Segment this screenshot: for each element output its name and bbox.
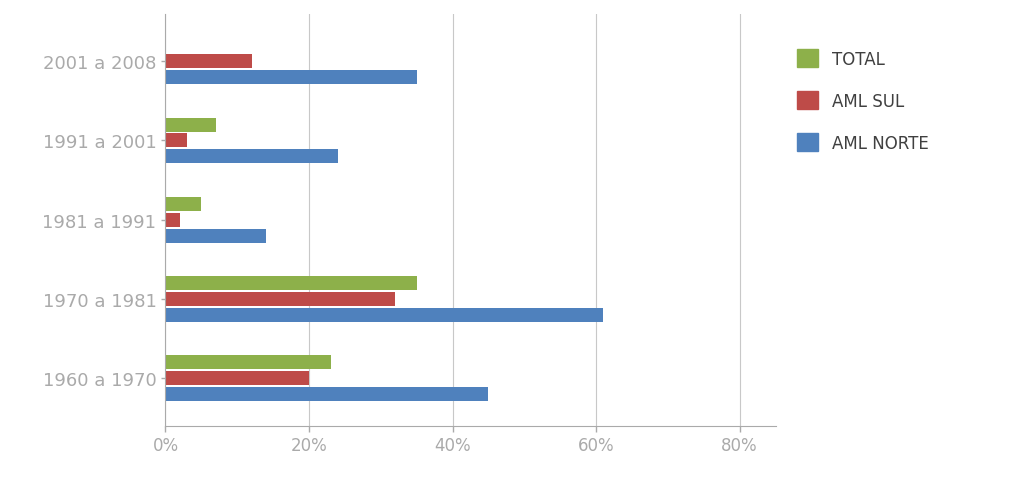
Bar (165, 150, 338, 164)
Bar (165, 118, 216, 132)
Bar (165, 197, 202, 212)
Bar (165, 134, 187, 148)
Bar (165, 387, 488, 401)
Legend: TOTAL, AML SUL, AML NORTE: TOTAL, AML SUL, AML NORTE (790, 44, 935, 159)
Bar (165, 213, 180, 227)
Bar (165, 372, 309, 385)
Bar (165, 229, 266, 243)
Bar (165, 356, 331, 370)
Bar (165, 292, 395, 306)
Bar (165, 308, 603, 322)
Bar (165, 276, 417, 290)
Bar (165, 71, 417, 85)
Bar (165, 55, 251, 69)
